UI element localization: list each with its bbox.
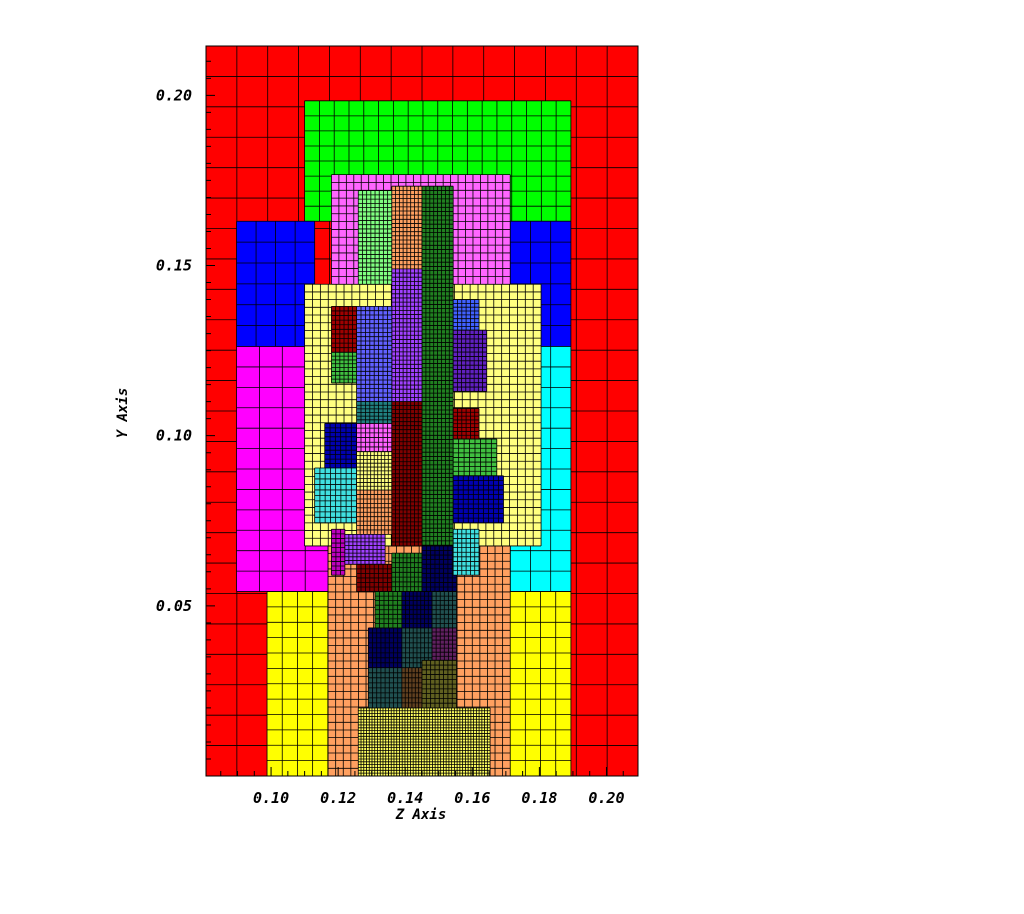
block-teal-small-c	[401, 627, 433, 669]
block-teal-small-b	[431, 591, 457, 629]
block-brown-small	[401, 667, 423, 709]
block-teal-small-d	[367, 667, 403, 709]
block-mesh	[452, 408, 480, 440]
block-mesh	[452, 438, 498, 477]
block-mesh	[452, 329, 488, 392]
block-mesh	[431, 627, 457, 661]
block-orchid-small	[356, 423, 393, 453]
block-navy-small-b	[401, 591, 433, 629]
block-purple-small-d	[431, 627, 457, 661]
block-blue-left	[236, 220, 316, 347]
block-mesh	[391, 401, 423, 547]
block-cyan-small-c	[452, 528, 480, 576]
block-mesh	[356, 401, 393, 424]
x-tick-label: 0.14	[387, 789, 423, 807]
block-mesh	[374, 591, 403, 629]
block-green-small-a	[331, 351, 357, 384]
y-tick-label: 0.20	[156, 86, 192, 104]
block-darkgreen-column	[421, 185, 454, 592]
x-tick-label: 0.20	[588, 789, 624, 807]
block-mesh	[344, 533, 386, 565]
block-darkred-small-b	[452, 408, 480, 440]
block-mesh	[357, 707, 491, 776]
block-cyan-left-small	[314, 467, 357, 524]
block-mesh	[421, 659, 457, 709]
block-green-small-d	[374, 591, 403, 629]
block-mesh	[357, 190, 393, 285]
x-tick-label: 0.10	[253, 789, 289, 807]
x-tick-label: 0.16	[454, 789, 490, 807]
amr-blocks	[206, 46, 638, 776]
block-mesh	[331, 351, 357, 384]
block-navy-small-c	[367, 627, 403, 669]
block-darkblue-right	[452, 475, 504, 524]
x-tick-labels: 0.10 0.12 0.14 0.16 0.18 0.20	[253, 789, 625, 807]
y-tick-label: 0.15	[156, 257, 192, 275]
block-mesh	[452, 528, 480, 576]
block-salmon-top	[391, 185, 423, 270]
x-tick-label: 0.18	[521, 789, 557, 807]
block-mesh	[401, 667, 423, 709]
block-darkblue-left	[324, 423, 357, 469]
block-mesh	[431, 591, 457, 629]
block-darkred-small-c	[356, 563, 393, 592]
block-yellow-bottom-fine	[357, 707, 491, 776]
block-lightyellow-inner	[356, 451, 393, 491]
y-axis-title: Y Axis	[115, 388, 131, 439]
block-purple-small	[344, 533, 386, 565]
block-maroon-column	[391, 401, 423, 547]
block-purple-upper	[391, 268, 423, 403]
block-mesh	[356, 489, 393, 535]
block-mesh	[331, 305, 357, 353]
block-salmon-inner	[356, 489, 393, 535]
block-green-small-b	[452, 438, 498, 477]
y-tick-label: 0.05	[156, 597, 192, 615]
block-darkred-small-a	[331, 305, 357, 353]
axis-ticks	[206, 60, 624, 777]
block-mesh	[452, 299, 480, 331]
y-tick-label: 0.10	[156, 427, 192, 445]
tick-marks	[206, 60, 624, 777]
block-mesh	[452, 475, 504, 524]
block-lightgreen-top	[357, 190, 393, 285]
block-navy-small-a	[421, 545, 457, 592]
block-steelblue-upper	[356, 305, 393, 403]
block-blue-small-b	[452, 299, 480, 331]
x-tick-label: 0.12	[320, 789, 356, 807]
block-green-small-c	[391, 552, 423, 592]
block-mesh	[356, 451, 393, 491]
block-magenta-small	[331, 528, 346, 576]
block-mesh	[391, 185, 423, 270]
block-indigo-small	[452, 329, 488, 392]
block-teal-small	[356, 401, 393, 424]
y-tick-labels: 0.05 0.10 0.15 0.20	[156, 86, 192, 614]
block-olive-small	[421, 659, 457, 709]
x-axis-title: Z Axis	[395, 807, 447, 823]
